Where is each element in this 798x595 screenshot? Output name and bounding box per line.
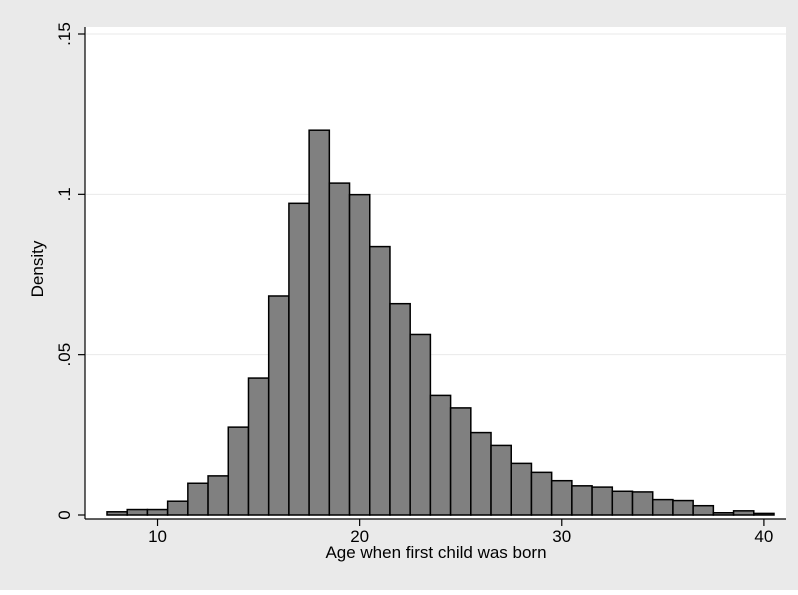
histogram-bar: [631, 491, 654, 516]
histogram-bar: [207, 475, 230, 516]
histogram-bar: [328, 182, 351, 516]
histogram-bar: [510, 462, 533, 516]
x-tick-label: 40: [754, 527, 773, 546]
histogram-bar: [247, 377, 270, 516]
x-axis-label: Age when first child was born: [325, 543, 546, 562]
histogram-bar: [106, 511, 128, 516]
axes-group: [84, 27, 786, 520]
histogram-bar: [672, 499, 694, 516]
histogram-bar: [470, 431, 492, 516]
histogram-bar: [550, 479, 573, 516]
x-tick-label: 10: [148, 527, 167, 546]
histogram-bar: [611, 490, 634, 516]
histogram-bar: [449, 407, 472, 516]
y-tick-label: 0: [55, 510, 74, 519]
histogram-bar: [348, 193, 371, 516]
histogram-bar: [490, 444, 512, 516]
histogram-bar: [732, 510, 755, 516]
y-tick-label: .15: [55, 22, 74, 46]
histogram-bar: [146, 508, 169, 516]
histogram-bar: [591, 486, 614, 516]
histogram-bar: [409, 333, 432, 516]
histogram-bar: [187, 482, 209, 516]
x-tick-label: 20: [350, 527, 369, 546]
x-tick-label: 30: [552, 527, 571, 546]
y-axis-ticks: 0 .05 .1 .15: [55, 22, 85, 520]
histogram-bar: [369, 245, 391, 516]
histogram-bar: [389, 302, 411, 516]
histogram-bar: [288, 202, 310, 516]
histogram-bar: [651, 498, 674, 516]
y-tick-label: .05: [55, 343, 74, 367]
histogram-bar: [308, 129, 331, 516]
histogram-bar: [530, 471, 553, 516]
histogram-bar: [227, 426, 250, 516]
histogram-bar: [126, 508, 149, 516]
histogram-bar: [692, 504, 715, 516]
histogram-bar: [753, 512, 775, 516]
histogram-bar: [712, 512, 735, 516]
histogram-bar: [267, 295, 290, 516]
bars-group: [106, 129, 775, 516]
y-tick-label: .1: [55, 187, 74, 201]
gridlines: [86, 33, 786, 356]
histogram-bar: [166, 500, 189, 516]
histogram-bar: [571, 485, 593, 516]
histogram-bar: [429, 394, 452, 516]
x-axis-ticks: 10 20 30 40: [148, 519, 773, 546]
y-axis-label: Density: [28, 240, 47, 297]
